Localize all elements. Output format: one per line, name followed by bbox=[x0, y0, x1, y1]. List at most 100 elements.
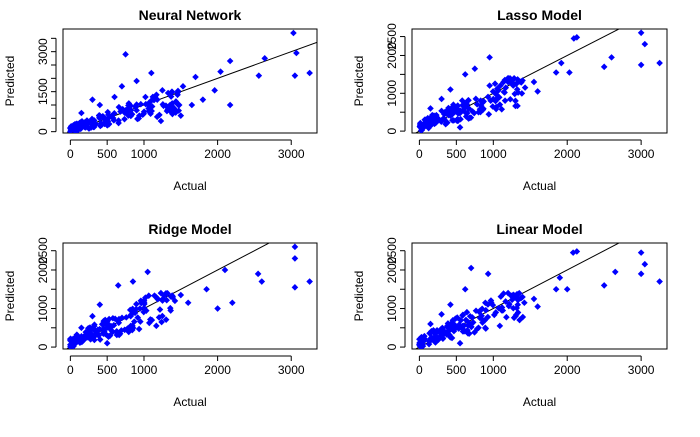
data-point bbox=[89, 333, 97, 341]
data-point bbox=[430, 116, 437, 123]
data-point bbox=[159, 295, 167, 303]
x-axis-label: Actual bbox=[173, 395, 206, 409]
data-point bbox=[226, 101, 234, 109]
data-point bbox=[160, 102, 167, 110]
data-point bbox=[431, 334, 438, 342]
data-point bbox=[556, 274, 564, 281]
data-point bbox=[496, 322, 504, 330]
data-point bbox=[104, 118, 112, 125]
data-point bbox=[125, 102, 132, 109]
data-point bbox=[466, 312, 474, 320]
data-point bbox=[637, 29, 645, 37]
data-point bbox=[485, 110, 493, 118]
data-point bbox=[162, 316, 170, 323]
data-point bbox=[552, 69, 560, 76]
data-point bbox=[175, 107, 182, 114]
y-tick-label: 1000 bbox=[36, 295, 50, 322]
data-point bbox=[71, 122, 79, 129]
data-point bbox=[515, 296, 522, 303]
data-point bbox=[159, 87, 166, 94]
data-point bbox=[98, 121, 105, 129]
y-tick-label: 3000 bbox=[36, 38, 50, 65]
data-point bbox=[145, 107, 153, 115]
data-point bbox=[156, 306, 164, 313]
x-tick-label: 2000 bbox=[554, 147, 581, 161]
data-point bbox=[192, 73, 199, 81]
data-point bbox=[158, 318, 165, 326]
data-point bbox=[501, 97, 509, 104]
data-point bbox=[167, 93, 175, 100]
y-tick-label: 2500 bbox=[385, 23, 399, 50]
data-point bbox=[608, 54, 615, 61]
data-point bbox=[491, 80, 499, 88]
y-tick-label: 2000 bbox=[385, 42, 399, 69]
y-axis-label: Predicted bbox=[352, 56, 366, 107]
y-axis-label: Predicted bbox=[3, 56, 17, 107]
data-point bbox=[637, 249, 645, 256]
data-point bbox=[456, 339, 464, 347]
data-point bbox=[421, 121, 429, 129]
data-point bbox=[134, 314, 142, 321]
data-point bbox=[439, 115, 447, 123]
data-point bbox=[442, 120, 449, 128]
data-point bbox=[455, 325, 463, 332]
data-point bbox=[501, 76, 509, 84]
data-point bbox=[476, 307, 484, 314]
data-point bbox=[77, 118, 85, 126]
data-point bbox=[214, 305, 221, 312]
data-point bbox=[427, 320, 434, 328]
chart-title: Neural Network bbox=[139, 7, 242, 23]
data-point bbox=[129, 278, 137, 285]
panel-2: Ridge Model 0 500 1000 2000 3000 Actual 0 1000 20… bbox=[3, 221, 318, 409]
x-tick-label: 1000 bbox=[480, 363, 507, 377]
data-point bbox=[449, 326, 457, 333]
data-point bbox=[78, 123, 85, 130]
chart-title: Lasso Model bbox=[497, 7, 582, 23]
data-point bbox=[290, 29, 297, 37]
y-axis-label: Predicted bbox=[3, 271, 17, 322]
data-point bbox=[115, 315, 123, 323]
data-point bbox=[174, 87, 182, 95]
data-point bbox=[96, 325, 103, 333]
data-point bbox=[471, 329, 478, 336]
data-point bbox=[254, 270, 262, 278]
data-point bbox=[146, 319, 153, 327]
data-point bbox=[563, 285, 571, 293]
data-point bbox=[439, 334, 447, 342]
data-point bbox=[477, 97, 484, 104]
data-point bbox=[153, 322, 160, 330]
data-point bbox=[82, 328, 90, 336]
data-point bbox=[148, 103, 156, 110]
data-point bbox=[90, 322, 98, 330]
data-point bbox=[569, 249, 577, 256]
data-point bbox=[521, 84, 529, 91]
data-point bbox=[513, 290, 521, 298]
data-point bbox=[67, 335, 74, 343]
data-layer bbox=[414, 243, 663, 349]
data-point bbox=[510, 304, 517, 312]
data-point bbox=[115, 119, 122, 127]
x-axis-label: Actual bbox=[173, 179, 206, 193]
data-point bbox=[446, 324, 454, 331]
data-point bbox=[133, 107, 140, 114]
data-point bbox=[129, 324, 137, 332]
data-point bbox=[459, 311, 467, 319]
data-point bbox=[530, 295, 538, 303]
data-point bbox=[458, 97, 466, 104]
data-point bbox=[461, 100, 469, 108]
data-point bbox=[516, 316, 523, 324]
data-point bbox=[168, 88, 176, 95]
data-point bbox=[261, 55, 269, 62]
x-tick-label: 500 bbox=[446, 363, 466, 377]
data-point bbox=[103, 324, 111, 332]
y-tick-label: 2000 bbox=[36, 256, 50, 283]
data-point bbox=[566, 69, 573, 76]
data-point bbox=[514, 301, 522, 308]
data-point bbox=[174, 91, 181, 99]
data-point bbox=[78, 109, 85, 117]
data-point bbox=[521, 299, 528, 307]
data-point bbox=[425, 124, 432, 132]
data-point bbox=[157, 117, 165, 125]
data-point bbox=[291, 72, 299, 79]
data-point bbox=[101, 330, 109, 338]
